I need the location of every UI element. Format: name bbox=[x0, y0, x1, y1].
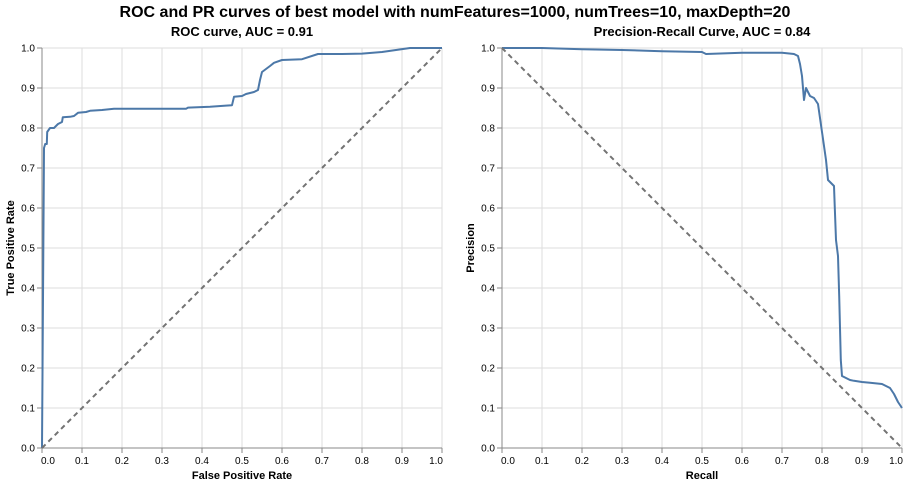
y-tick-label: 0.5 bbox=[481, 244, 495, 255]
y-tick-label: 1.0 bbox=[21, 44, 35, 55]
curve-line bbox=[502, 47, 903, 409]
x-tick-label: 0.6 bbox=[735, 456, 749, 467]
x-tick-label: 0.5 bbox=[235, 456, 249, 467]
y-tick-label: 0.5 bbox=[21, 244, 35, 255]
y-tick-label: 0.3 bbox=[481, 324, 495, 335]
chart-1: 0.0 0.1 0.2 0.3 0.4 0.5 0.6 0.7 0.8 0.9 1.0 0.0 0.1 0… bbox=[5, 24, 443, 482]
y-tick-label: 0.7 bbox=[21, 164, 35, 175]
x-tick-label: 0.1 bbox=[535, 456, 549, 467]
x-tick-label: 0.0 bbox=[41, 456, 55, 467]
x-tick-label: 0.8 bbox=[355, 456, 369, 467]
y-axis-title: Precision bbox=[465, 223, 477, 273]
y-tick-label: 0.8 bbox=[481, 124, 495, 135]
figure-title: ROC and PR curves of best model with num… bbox=[119, 4, 791, 21]
chart-title: ROC curve, AUC = 0.91 bbox=[171, 24, 313, 39]
y-tick-label: 0.8 bbox=[21, 124, 35, 135]
x-tick-label: 0.4 bbox=[195, 456, 209, 467]
x-tick-label: 0.3 bbox=[615, 456, 629, 467]
y-tick-label: 0.7 bbox=[481, 164, 495, 175]
x-tick-label: 0.2 bbox=[115, 456, 129, 467]
x-tick-label: 0.5 bbox=[695, 456, 709, 467]
x-tick-label: 0.3 bbox=[155, 456, 169, 467]
x-tick-label: 0.0 bbox=[501, 456, 515, 467]
x-tick-label: 0.7 bbox=[315, 456, 329, 467]
x-axis-title: False Positive Rate bbox=[192, 470, 292, 482]
y-tick-label: 0.1 bbox=[21, 404, 35, 415]
y-tick-label: 0.9 bbox=[481, 84, 495, 95]
x-tick-label: 0.9 bbox=[855, 456, 869, 467]
y-tick-label: 0.0 bbox=[481, 444, 495, 455]
chart-2: 0.0 0.1 0.2 0.3 0.4 0.5 0.6 0.7 0.8 0.9 1.0 0.0 0.1 0… bbox=[465, 24, 903, 482]
x-tick-label: 0.2 bbox=[575, 456, 589, 467]
y-tick-label: 1.0 bbox=[481, 44, 495, 55]
chart-title: Precision-Recall Curve, AUC = 0.84 bbox=[594, 24, 811, 39]
y-tick-label: 0.6 bbox=[21, 204, 35, 215]
y-tick-label: 0.4 bbox=[21, 284, 35, 295]
x-axis-title: Recall bbox=[686, 470, 718, 482]
y-tick-label: 0.6 bbox=[481, 204, 495, 215]
y-tick-label: 0.4 bbox=[481, 284, 495, 295]
y-tick-label: 0.1 bbox=[481, 404, 495, 415]
y-tick-label: 0.9 bbox=[21, 84, 35, 95]
curve-line bbox=[41, 47, 442, 449]
y-tick-label: 0.3 bbox=[21, 324, 35, 335]
x-tick-label: 0.9 bbox=[395, 456, 409, 467]
x-tick-label: 0.8 bbox=[815, 456, 829, 467]
y-axis-title: True Positive Rate bbox=[5, 200, 17, 295]
x-tick-label: 1.0 bbox=[429, 456, 443, 467]
x-tick-label: 0.6 bbox=[275, 456, 289, 467]
x-tick-label: 1.0 bbox=[889, 456, 903, 467]
x-tick-label: 0.1 bbox=[75, 456, 89, 467]
y-tick-label: 0.2 bbox=[481, 364, 495, 375]
x-tick-label: 0.4 bbox=[655, 456, 669, 467]
baseline-line bbox=[501, 47, 903, 449]
y-tick-label: 0.0 bbox=[21, 444, 35, 455]
x-tick-label: 0.7 bbox=[775, 456, 789, 467]
y-tick-label: 0.2 bbox=[21, 364, 35, 375]
baseline-line bbox=[41, 47, 443, 449]
